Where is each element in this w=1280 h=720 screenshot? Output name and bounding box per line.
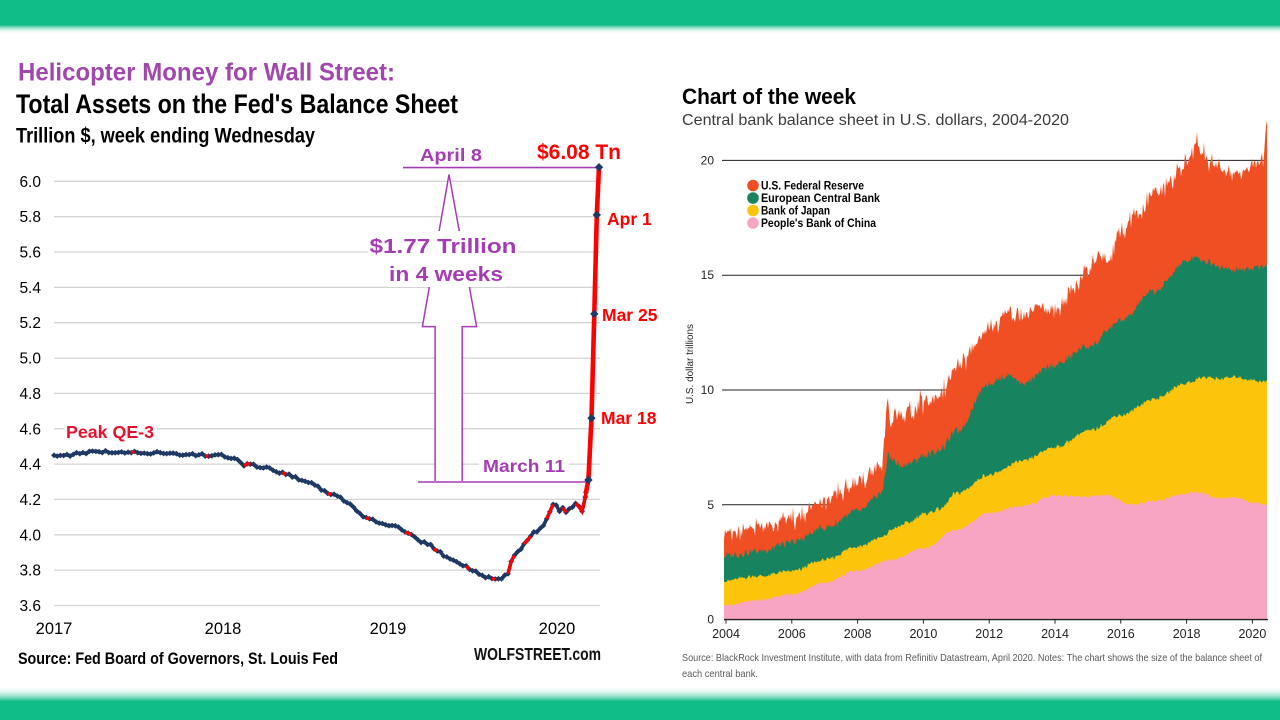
svg-text:Source: Fed Board of Governors: Source: Fed Board of Governors, St. Loui…: [18, 649, 338, 668]
svg-text:Central bank balance sheet in: Central bank balance sheet in U.S. dolla…: [682, 112, 1069, 129]
svg-text:5.2: 5.2: [19, 315, 41, 332]
svg-text:U.S. Federal Reserve: U.S. Federal Reserve: [761, 181, 864, 193]
svg-text:6.0: 6.0: [19, 174, 41, 191]
svg-text:Mar 25: Mar 25: [602, 305, 658, 325]
svg-text:4.2: 4.2: [19, 492, 41, 509]
svg-text:3.6: 3.6: [19, 598, 41, 615]
svg-text:5.8: 5.8: [19, 209, 41, 226]
svg-text:Bank of Japan: Bank of Japan: [761, 206, 830, 218]
svg-text:Apr 1: Apr 1: [607, 209, 652, 229]
svg-text:2020: 2020: [539, 620, 576, 638]
svg-text:5.6: 5.6: [19, 245, 41, 262]
svg-text:March 11: March 11: [483, 456, 565, 476]
svg-text:2016: 2016: [1107, 627, 1135, 641]
svg-text:3.8: 3.8: [19, 563, 41, 580]
svg-text:Total Assets on the Fed's Bala: Total Assets on the Fed's Balance Sheet: [16, 89, 458, 119]
svg-text:2006: 2006: [778, 627, 806, 641]
svg-text:5.0: 5.0: [19, 351, 41, 368]
svg-text:April 8: April 8: [420, 145, 482, 165]
svg-text:$1.77 Trillion: $1.77 Trillion: [370, 235, 517, 258]
svg-text:2012: 2012: [975, 627, 1003, 641]
svg-text:2014: 2014: [1041, 627, 1069, 641]
svg-text:2004: 2004: [712, 627, 740, 641]
svg-text:4.8: 4.8: [19, 386, 41, 403]
svg-text:4.0: 4.0: [19, 527, 41, 544]
svg-text:4.6: 4.6: [19, 421, 41, 438]
svg-text:U.S. dollar trillions: U.S. dollar trillions: [685, 324, 696, 404]
svg-text:2008: 2008: [844, 627, 872, 641]
svg-text:Helicopter Money for Wall Stre: Helicopter Money for Wall Street:: [18, 59, 395, 87]
svg-text:2020: 2020: [1238, 627, 1266, 641]
svg-text:2017: 2017: [36, 620, 73, 638]
svg-text:WOLFSTREET.com: WOLFSTREET.com: [474, 644, 601, 664]
svg-text:2018: 2018: [205, 620, 242, 638]
svg-text:2018: 2018: [1173, 627, 1201, 641]
svg-text:0: 0: [707, 613, 714, 627]
svg-text:Source: BlackRock Investment I: Source: BlackRock Investment Institute, …: [682, 653, 1262, 664]
svg-text:20: 20: [701, 153, 715, 167]
svg-text:2019: 2019: [370, 620, 407, 638]
svg-text:each central bank.: each central bank.: [682, 669, 758, 680]
svg-text:European Central Bank: European Central Bank: [761, 193, 881, 205]
svg-text:15: 15: [701, 268, 715, 282]
svg-text:Trillion $, week ending Wednes: Trillion $, week ending Wednesday: [16, 125, 315, 148]
svg-text:$6.08 Tn: $6.08 Tn: [537, 141, 621, 164]
svg-text:2010: 2010: [909, 627, 937, 641]
svg-text:Mar 18: Mar 18: [601, 408, 657, 428]
svg-text:Peak QE-3: Peak QE-3: [66, 422, 154, 442]
svg-text:5.4: 5.4: [19, 280, 41, 297]
svg-text:4.4: 4.4: [19, 457, 41, 474]
svg-text:10: 10: [701, 383, 715, 397]
svg-text:Chart of the week: Chart of the week: [682, 84, 857, 109]
svg-text:People's Bank of China: People's Bank of China: [761, 218, 877, 230]
svg-text:5: 5: [707, 498, 714, 512]
svg-text:in 4 weeks: in 4 weeks: [389, 263, 503, 286]
